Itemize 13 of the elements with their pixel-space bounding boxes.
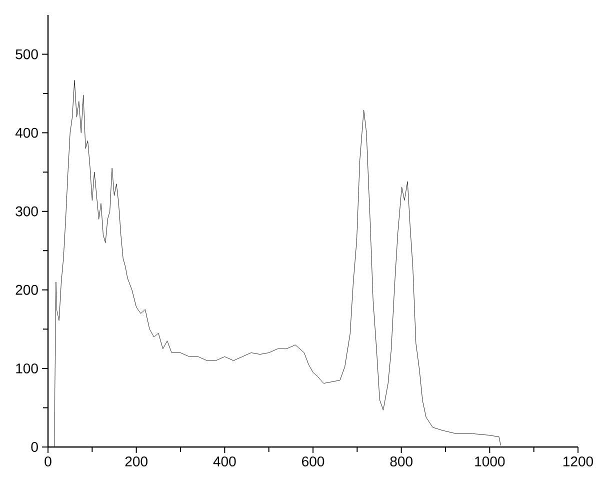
x-tick-label: 800 — [390, 456, 412, 466]
y-tick-label: 100 — [16, 363, 38, 374]
y-tick-label: 300 — [16, 206, 38, 216]
x-tick-label: 600 — [302, 456, 324, 466]
y-tick-label: 0 — [31, 442, 38, 452]
x-tick-label: 0 — [44, 456, 52, 466]
y-tick-label: 400 — [15, 128, 38, 138]
y-tick-label: 200 — [16, 284, 38, 295]
x-tick-label: 200 — [125, 456, 148, 466]
x-tick-label: 400 — [213, 456, 236, 466]
x-tick-label: 1000 — [475, 456, 505, 466]
y-tick-label: 500 — [16, 49, 38, 60]
x-tick-label: 1200 — [563, 456, 594, 466]
